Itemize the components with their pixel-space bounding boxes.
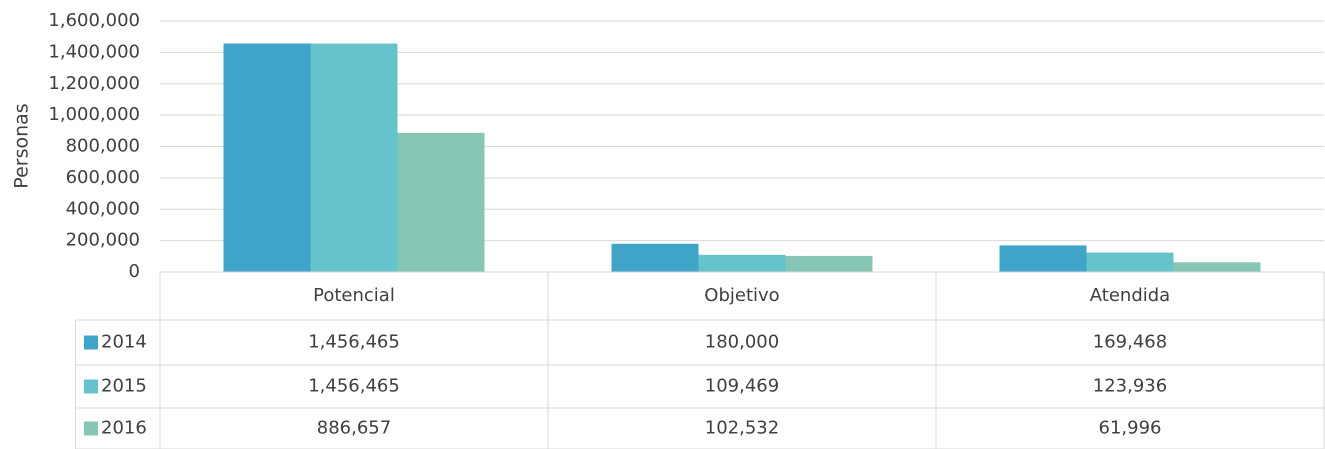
bar — [785, 255, 873, 272]
legend-swatch — [84, 421, 98, 436]
bar — [397, 132, 485, 272]
y-tick-label: 600,000 — [66, 167, 140, 188]
legend-label: 2015 — [101, 376, 147, 397]
table-value: 109,469 — [705, 376, 779, 397]
legend-swatch — [84, 335, 98, 350]
table-value: 1,456,465 — [308, 332, 400, 353]
legend-label: 2016 — [101, 418, 147, 439]
y-tick-label: 1,400,000 — [48, 41, 140, 62]
legend-label: 2014 — [101, 332, 147, 353]
y-tick-label: 1,600,000 — [48, 10, 140, 31]
table-value: 886,657 — [317, 418, 391, 439]
table-value: 180,000 — [705, 332, 779, 353]
table-value: 61,996 — [1099, 418, 1162, 439]
y-tick-label: 400,000 — [66, 198, 140, 219]
y-tick-label: 800,000 — [66, 136, 140, 157]
bar — [1086, 252, 1174, 272]
bar — [223, 43, 311, 272]
y-tick-label: 0 — [129, 261, 140, 282]
bar — [611, 243, 699, 272]
bar — [310, 43, 398, 272]
y-axis-label: Personas — [11, 103, 33, 188]
table-value: 123,936 — [1093, 376, 1167, 397]
table-value: 1,456,465 — [308, 376, 400, 397]
legend-swatch — [84, 379, 98, 394]
table-value: 169,468 — [1093, 332, 1167, 353]
x-tick-label: Objetivo — [704, 285, 779, 306]
bar — [698, 254, 786, 272]
y-tick-label: 1,200,000 — [48, 73, 140, 94]
x-tick-label: Potencial — [313, 285, 395, 306]
table-value: 102,532 — [705, 418, 779, 439]
x-tick-label: Atendida — [1090, 285, 1170, 306]
y-tick-label: 200,000 — [66, 230, 140, 251]
y-tick-label: 1,000,000 — [48, 104, 140, 125]
bar — [999, 245, 1087, 272]
bar — [1173, 262, 1261, 272]
